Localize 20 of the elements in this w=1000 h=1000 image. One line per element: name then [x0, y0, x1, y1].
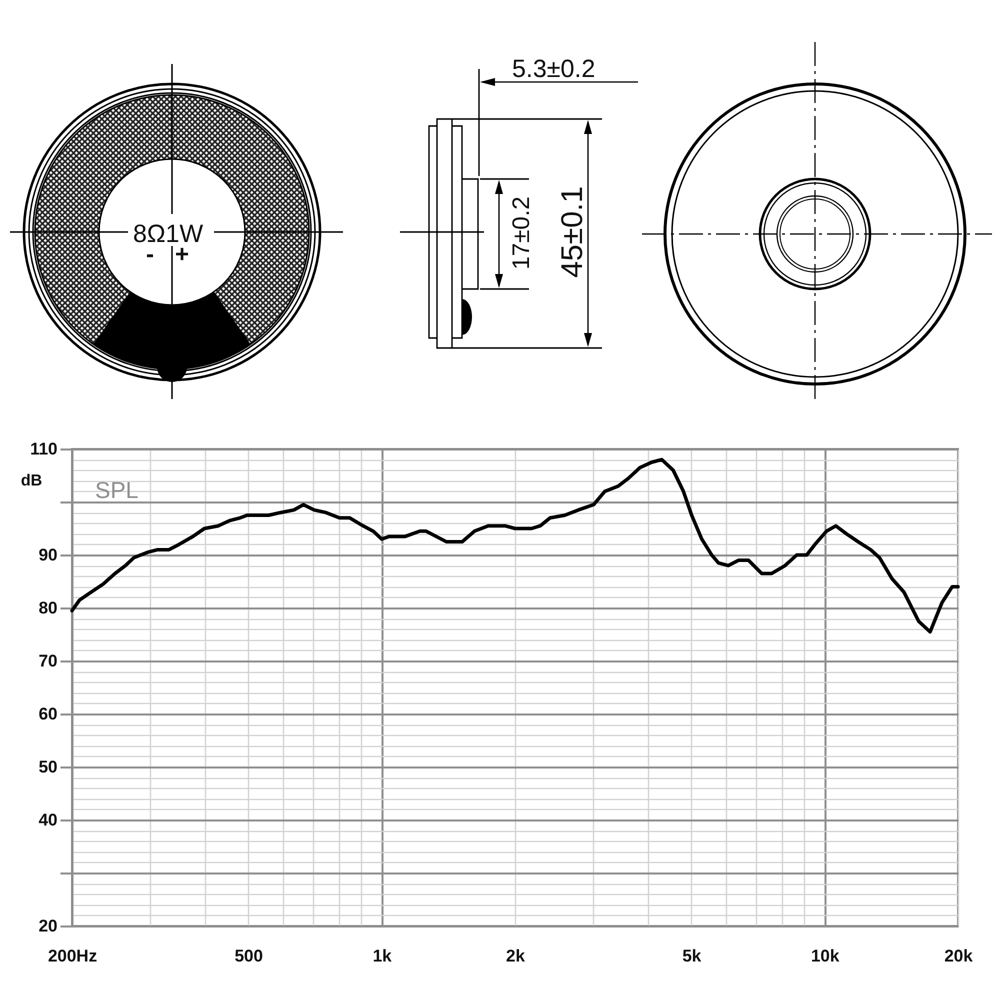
text: 5.3±0.2	[512, 55, 596, 83]
y-tick-label: 50	[38, 758, 58, 776]
y-tick-label: 70	[38, 652, 58, 670]
x-tick-label: 200Hz	[48, 946, 98, 966]
y-tick-label: 80	[38, 598, 58, 618]
x-tick-label: 1k	[372, 946, 392, 966]
text: 17±0.2	[508, 196, 535, 270]
y-axis-title: dB	[20, 472, 42, 490]
x-tick-label: 500	[234, 946, 263, 966]
x-tick-label: 20k	[944, 946, 974, 966]
annotation: SPL	[95, 477, 139, 503]
y-tick-label: 60	[38, 704, 58, 724]
y-tick-label: 40	[38, 810, 58, 830]
y-tick-label: 110	[30, 440, 58, 458]
x-tick-label: 10k	[810, 946, 840, 966]
y-tick-label: 20	[38, 916, 58, 936]
x-tick-label: 2k	[506, 946, 526, 966]
y-tick-label: 90	[38, 546, 58, 564]
x-tick-label: 5k	[682, 946, 702, 966]
text: 45±0.1	[556, 186, 589, 278]
